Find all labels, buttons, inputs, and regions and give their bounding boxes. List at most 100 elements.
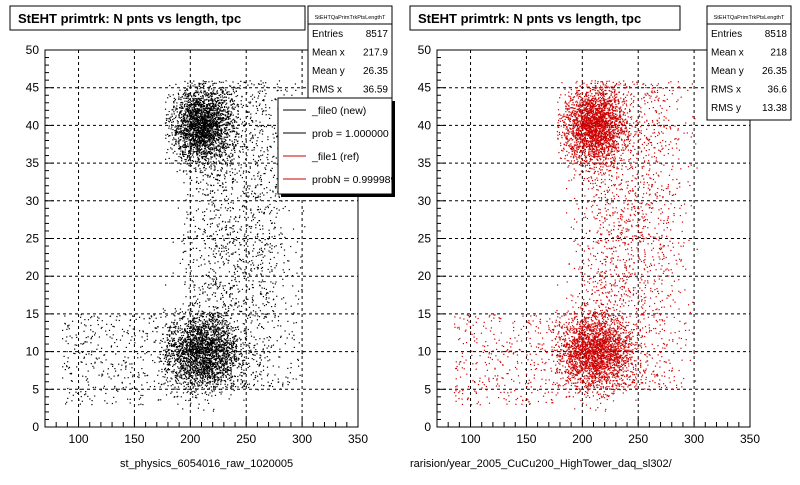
y-tick-label: 5 bbox=[32, 382, 39, 396]
data-point bbox=[197, 354, 198, 355]
data-point bbox=[186, 379, 187, 380]
data-point bbox=[196, 327, 197, 328]
data-point bbox=[195, 96, 196, 97]
data-point bbox=[223, 387, 224, 388]
data-point bbox=[228, 356, 229, 357]
data-point bbox=[211, 352, 212, 353]
data-point bbox=[204, 148, 205, 149]
data-point bbox=[188, 386, 189, 387]
data-point bbox=[234, 128, 235, 129]
data-point bbox=[180, 375, 181, 376]
data-point bbox=[192, 107, 193, 108]
data-point bbox=[202, 104, 203, 105]
data-point bbox=[209, 96, 210, 97]
data-point bbox=[212, 153, 213, 154]
data-point bbox=[182, 366, 183, 367]
data-point bbox=[172, 355, 173, 356]
data-point bbox=[212, 117, 213, 118]
data-point bbox=[174, 361, 175, 362]
data-point bbox=[248, 217, 249, 218]
y-tick-label: 15 bbox=[26, 307, 40, 321]
data-point bbox=[194, 322, 195, 323]
data-point bbox=[170, 147, 171, 148]
data-point bbox=[235, 386, 236, 387]
data-point bbox=[197, 101, 198, 102]
data-point bbox=[186, 387, 187, 388]
data-point bbox=[200, 91, 201, 92]
data-point bbox=[191, 83, 192, 84]
data-point bbox=[221, 120, 222, 121]
data-point bbox=[184, 316, 185, 317]
data-point bbox=[206, 314, 207, 315]
data-point bbox=[206, 324, 207, 325]
data-point bbox=[187, 331, 188, 332]
data-point bbox=[204, 105, 205, 106]
data-point bbox=[212, 325, 213, 326]
data-point bbox=[222, 228, 223, 229]
data-point bbox=[202, 363, 203, 364]
data-point bbox=[186, 346, 187, 347]
data-point bbox=[196, 373, 197, 374]
data-point bbox=[178, 140, 179, 141]
data-point bbox=[195, 125, 196, 126]
data-point bbox=[169, 335, 170, 336]
data-point bbox=[230, 164, 231, 165]
data-point bbox=[199, 369, 200, 370]
data-point bbox=[207, 331, 208, 332]
data-point bbox=[197, 102, 198, 103]
data-point bbox=[193, 95, 194, 96]
data-point bbox=[168, 141, 169, 142]
data-point bbox=[220, 370, 221, 371]
data-point bbox=[214, 131, 215, 132]
data-point bbox=[233, 342, 234, 343]
data-point bbox=[208, 328, 209, 329]
data-point bbox=[181, 119, 182, 120]
data-point bbox=[177, 171, 178, 172]
data-point bbox=[184, 115, 185, 116]
data-point bbox=[195, 321, 196, 322]
data-point bbox=[212, 238, 213, 239]
data-point bbox=[203, 361, 204, 362]
data-point bbox=[178, 143, 179, 144]
data-point bbox=[167, 118, 168, 119]
data-point bbox=[238, 117, 239, 118]
data-point bbox=[176, 133, 177, 134]
data-point bbox=[214, 106, 215, 107]
data-point bbox=[175, 312, 176, 313]
data-point bbox=[231, 358, 232, 359]
data-point bbox=[189, 351, 190, 352]
data-point bbox=[204, 367, 205, 368]
data-point bbox=[207, 111, 208, 112]
data-point bbox=[166, 120, 167, 121]
data-point bbox=[199, 113, 200, 114]
data-point bbox=[201, 330, 202, 331]
data-point bbox=[194, 357, 195, 358]
data-point bbox=[264, 351, 265, 352]
data-point bbox=[174, 358, 175, 359]
data-point bbox=[193, 346, 194, 347]
data-point bbox=[212, 338, 213, 339]
data-point bbox=[223, 361, 224, 362]
data-point bbox=[233, 336, 234, 337]
data-point bbox=[231, 300, 232, 301]
data-point bbox=[200, 87, 201, 88]
data-point bbox=[166, 315, 167, 316]
data-point bbox=[222, 146, 223, 147]
data-point bbox=[208, 112, 209, 113]
data-point bbox=[203, 88, 204, 89]
data-point bbox=[212, 125, 213, 126]
data-point bbox=[173, 371, 174, 372]
data-point bbox=[221, 367, 222, 368]
data-point bbox=[212, 101, 213, 102]
data-point bbox=[180, 325, 181, 326]
data-point bbox=[246, 200, 247, 201]
data-point bbox=[220, 316, 221, 317]
data-point bbox=[212, 149, 213, 150]
data-point bbox=[172, 372, 173, 373]
data-point bbox=[212, 113, 213, 114]
data-point bbox=[205, 93, 206, 94]
data-point bbox=[218, 130, 219, 131]
data-point bbox=[212, 378, 213, 379]
data-point bbox=[185, 354, 186, 355]
data-point bbox=[229, 171, 230, 172]
